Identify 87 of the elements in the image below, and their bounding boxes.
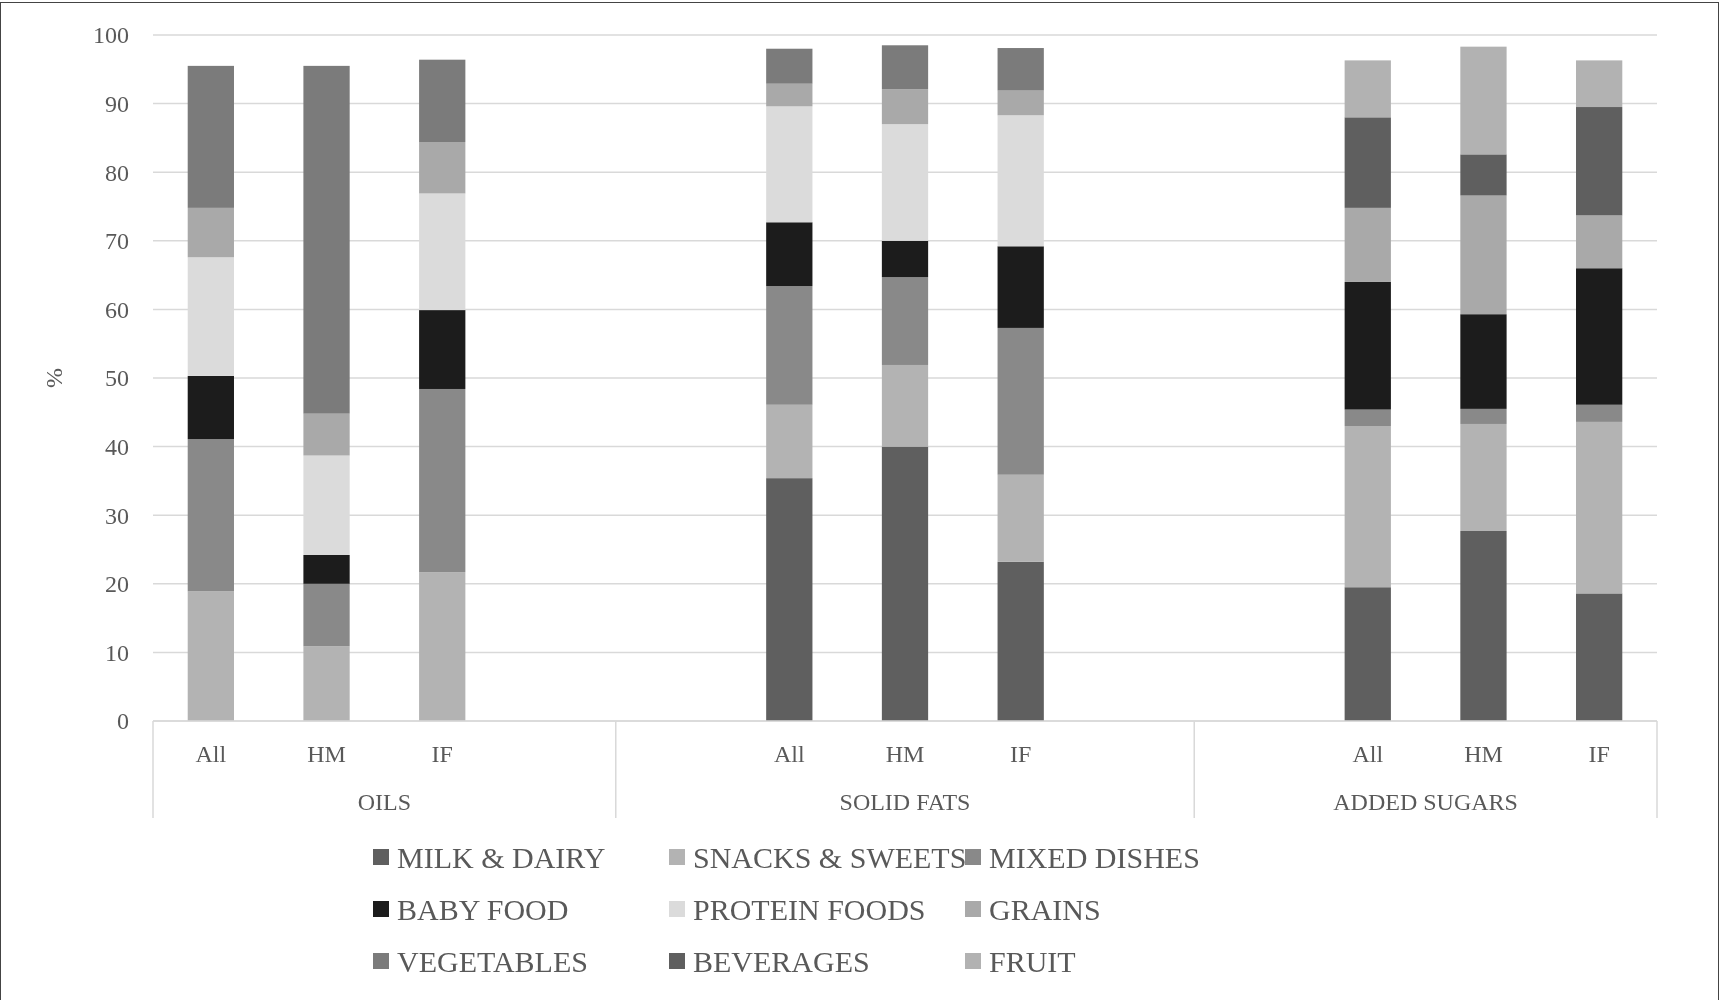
y-axis-title: % (41, 368, 67, 388)
bar (881, 89, 929, 125)
bar (303, 646, 350, 721)
y-tick-label: 50 (105, 365, 129, 392)
legend-label: VEGETABLES (397, 944, 588, 978)
bar (881, 364, 929, 447)
bar (1576, 268, 1623, 405)
bar (766, 83, 813, 107)
y-tick-label: 10 (105, 639, 129, 666)
bar (766, 286, 813, 405)
bar (997, 246, 1044, 328)
bar (419, 59, 466, 143)
x-tick-label: All (195, 741, 227, 768)
bar (997, 327, 1044, 475)
bar (303, 413, 350, 456)
bar (419, 142, 466, 194)
bar (187, 207, 234, 258)
bar (1460, 408, 1507, 424)
bar (419, 310, 466, 389)
y-tick-label: 100 (93, 22, 129, 49)
bar (1344, 207, 1391, 282)
bar (1344, 426, 1391, 588)
y-tick-label: 0 (117, 708, 129, 735)
bar (303, 65, 350, 414)
x-tick-label: IF (1588, 741, 1610, 768)
x-tick-label: HM (1464, 741, 1503, 768)
bar (1344, 60, 1391, 118)
y-tick-label: 60 (105, 296, 129, 323)
bar (766, 48, 813, 84)
legend-label: FRUIT (989, 944, 1076, 978)
bar (997, 48, 1044, 91)
bar (1576, 60, 1623, 108)
x-tick-label: IF (431, 741, 453, 768)
text: SOLID FATS (839, 789, 971, 816)
bar (1576, 404, 1623, 422)
legend-label: BABY FOOD (397, 892, 569, 926)
legend-label: BEVERAGES (693, 944, 870, 978)
bar (881, 45, 929, 90)
bar (1576, 593, 1623, 721)
x-tick-label: All (1352, 741, 1384, 768)
legend-label: GRAINS (989, 892, 1101, 926)
bar (766, 404, 813, 479)
bar (419, 388, 466, 573)
bar (1344, 587, 1391, 721)
bar (1460, 154, 1507, 196)
bar (1344, 117, 1391, 208)
y-tick-label: 70 (105, 228, 129, 255)
legend-label: PROTEIN FOODS (693, 892, 926, 926)
y-tick-label: 40 (105, 434, 129, 460)
text: ADDED SUGARS (1333, 789, 1518, 816)
legend-label: MILK & DAIRY (397, 840, 606, 874)
bar (1460, 46, 1507, 155)
bar (1576, 421, 1623, 594)
bar (1576, 107, 1623, 216)
bar (881, 240, 929, 278)
bar (881, 277, 929, 365)
text: OILS (357, 789, 412, 816)
y-tick-label: 90 (105, 91, 129, 117)
bar (303, 554, 350, 584)
bar (766, 222, 813, 287)
legend-label: MIXED DISHES (989, 840, 1200, 874)
bar (997, 90, 1044, 116)
x-tick-label: IF (1010, 741, 1032, 768)
bar (1460, 530, 1507, 721)
bar (997, 561, 1044, 721)
bar (419, 572, 466, 721)
x-tick-label: HM (885, 741, 925, 768)
bar (1576, 215, 1623, 269)
x-tick-label: All (773, 741, 805, 768)
bar (766, 478, 813, 721)
y-tick-label: 30 (105, 502, 129, 529)
bar (1344, 281, 1391, 410)
y-tick-label: 80 (105, 159, 129, 186)
bar (187, 375, 234, 440)
bar (303, 583, 350, 647)
bar (1460, 314, 1507, 409)
bar (997, 474, 1044, 562)
bar (1460, 423, 1507, 531)
bar (1344, 409, 1391, 427)
bar (187, 65, 234, 208)
legend-label: SNACKS & SWEETS (693, 840, 967, 874)
y-tick-label: 20 (105, 571, 129, 598)
x-tick-label: HM (307, 741, 346, 768)
bar (187, 591, 234, 721)
bar (881, 446, 929, 721)
bar (187, 439, 234, 592)
bar (1460, 195, 1507, 315)
